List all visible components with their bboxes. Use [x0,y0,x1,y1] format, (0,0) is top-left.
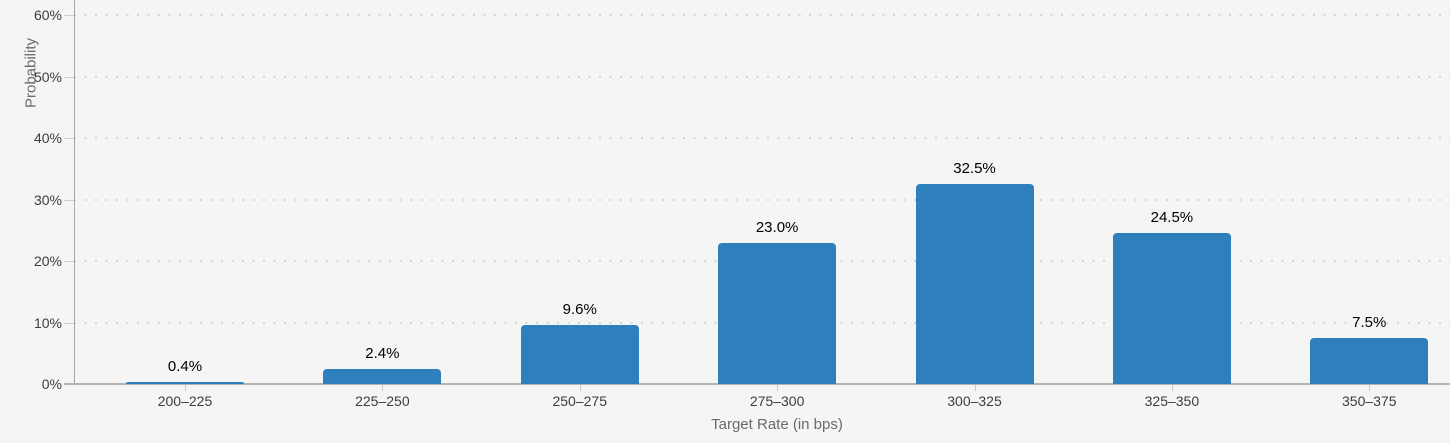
x-axis-tick [579,385,581,391]
bar-225–250[interactable] [323,369,442,384]
x-axis-tick [1171,385,1173,391]
bar-200–225[interactable] [126,381,244,384]
bar-325–350[interactable] [1112,233,1231,384]
x-tick-label: 350–375 [1342,393,1397,409]
bar-value-label: 7.5% [1352,313,1387,331]
y-axis-line [74,0,75,384]
x-axis-tick [777,385,779,391]
bar-value-label: 9.6% [562,301,597,318]
bar-value-label: 0.4% [167,357,203,375]
bar-value-label: 24.5% [1150,209,1194,227]
gridline [74,75,1450,78]
x-tick-label: 225–250 [355,393,410,409]
y-tick-label: 60% [33,7,62,24]
y-axis-tick [64,138,74,140]
y-tick-label: 10% [33,314,62,331]
y-axis-tick [64,322,74,324]
gridline [74,198,1450,201]
x-tick-label: 300–325 [947,393,1002,409]
y-tick-label: 0% [41,376,62,392]
bar-value-label: 32.5% [953,160,996,178]
y-axis-tick [64,199,74,201]
x-tick-label: 275–300 [749,393,805,409]
x-axis-tick [974,385,976,391]
gridline [74,14,1450,17]
x-tick-label: 250–275 [552,393,607,409]
y-tick-label: 30% [33,191,62,208]
x-axis-tick [1369,385,1371,391]
x-axis-tick [185,385,186,391]
x-axis-line [64,383,1450,385]
bar-value-label: 23.0% [755,218,799,236]
bar-300–325[interactable] [915,184,1034,384]
y-axis-tick [64,261,74,263]
y-tick-label: 20% [33,253,62,270]
y-tick-label: 50% [33,68,62,85]
y-tick-label: 40% [33,130,62,147]
x-tick-label: 200–225 [157,393,213,409]
x-axis-title: Target Rate (in bps) [711,416,843,433]
bar-350–375[interactable] [1310,337,1429,384]
bar-250–275[interactable] [520,325,639,384]
bar-value-label: 2.4% [365,345,400,363]
y-axis-tick [64,15,74,17]
bar-275–300[interactable] [718,242,837,384]
x-axis-tick [382,385,384,391]
x-tick-label: 325–350 [1144,393,1200,409]
y-axis-tick [64,76,74,78]
gridline [74,137,1450,140]
